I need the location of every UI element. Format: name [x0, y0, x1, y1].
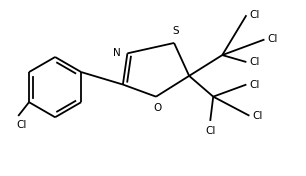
- Text: Cl: Cl: [249, 10, 260, 20]
- Text: Cl: Cl: [16, 120, 27, 130]
- Text: S: S: [173, 26, 179, 36]
- Text: Cl: Cl: [249, 57, 260, 67]
- Text: Cl: Cl: [205, 126, 215, 136]
- Text: Cl: Cl: [252, 111, 263, 121]
- Text: Cl: Cl: [267, 34, 278, 45]
- Text: Cl: Cl: [249, 80, 260, 90]
- Text: O: O: [154, 103, 162, 113]
- Text: N: N: [113, 48, 121, 58]
